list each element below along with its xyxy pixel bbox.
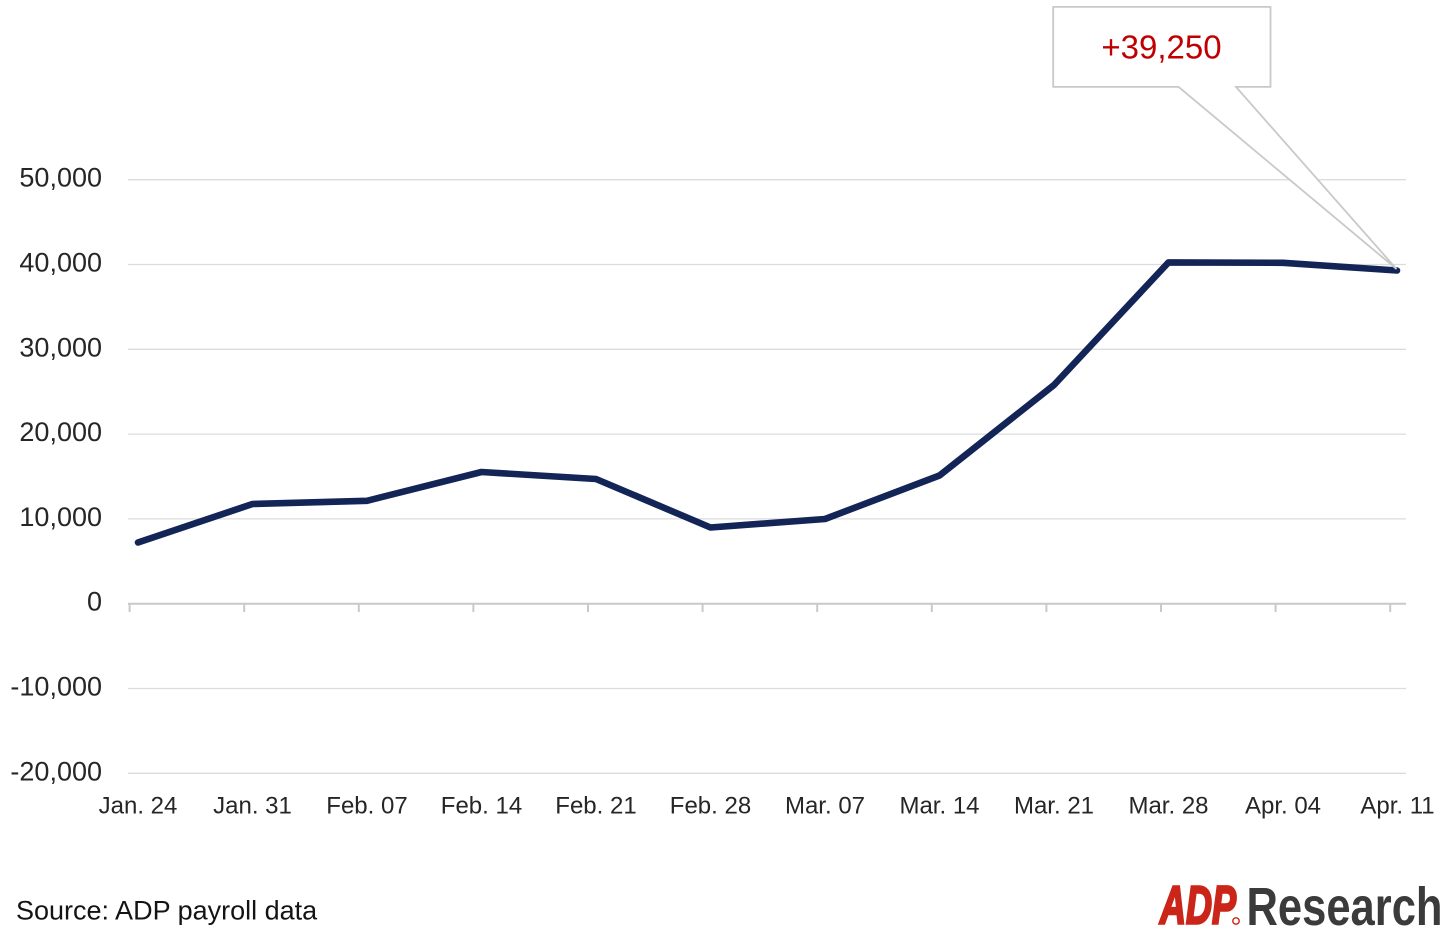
svg-text:Apr. 11: Apr. 11	[1360, 793, 1434, 820]
svg-text:Apr. 04: Apr. 04	[1245, 793, 1321, 820]
svg-text:10,000: 10,000	[19, 502, 102, 532]
svg-text:Feb. 07: Feb. 07	[326, 793, 407, 820]
svg-text:-10,000: -10,000	[10, 672, 102, 702]
svg-text:Mar. 14: Mar. 14	[899, 793, 979, 820]
svg-text:0: 0	[87, 587, 102, 617]
svg-text:Jan. 24: Jan. 24	[99, 793, 178, 820]
svg-text:+39,250: +39,250	[1101, 29, 1221, 66]
svg-text:30,000: 30,000	[19, 332, 102, 362]
svg-text:Feb. 14: Feb. 14	[441, 793, 522, 820]
svg-text:Mar. 28: Mar. 28	[1128, 793, 1208, 820]
svg-text:40,000: 40,000	[19, 248, 102, 278]
svg-text:ADP: ADP	[1159, 876, 1237, 936]
svg-text:Jan. 31: Jan. 31	[213, 793, 292, 820]
svg-text:Source: ADP payroll data: Source: ADP payroll data	[16, 896, 318, 926]
svg-text:-20,000: -20,000	[10, 756, 102, 786]
svg-text:20,000: 20,000	[19, 417, 102, 447]
svg-text:Feb. 21: Feb. 21	[555, 793, 636, 820]
svg-text:Feb. 28: Feb. 28	[670, 793, 751, 820]
svg-text:Mar. 07: Mar. 07	[785, 793, 865, 820]
svg-text:Research: Research	[1247, 877, 1443, 937]
svg-text:50,000: 50,000	[19, 163, 102, 193]
svg-text:Mar. 21: Mar. 21	[1014, 793, 1094, 820]
